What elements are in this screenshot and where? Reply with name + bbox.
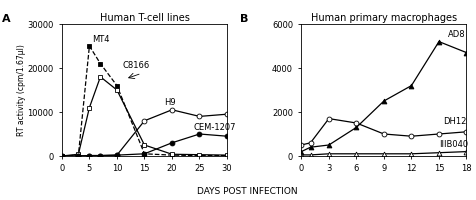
Title: Human T-cell lines: Human T-cell lines — [99, 13, 189, 23]
Text: H9: H9 — [164, 98, 175, 107]
Text: B: B — [240, 14, 249, 24]
Text: IIIB040: IIIB040 — [439, 140, 468, 149]
Text: A: A — [2, 14, 11, 24]
Title: Human primary macrophages: Human primary macrophages — [311, 13, 457, 23]
Text: DAYS POST INFECTION: DAYS POST INFECTION — [197, 187, 298, 196]
Text: C8166: C8166 — [122, 61, 149, 70]
Text: MT4: MT4 — [92, 35, 109, 44]
Y-axis label: RT activity (cpm/1.67µl): RT activity (cpm/1.67µl) — [17, 44, 26, 136]
Text: DH12: DH12 — [444, 117, 467, 126]
Text: CEM-1207: CEM-1207 — [194, 123, 237, 132]
Text: AD8: AD8 — [448, 30, 466, 39]
